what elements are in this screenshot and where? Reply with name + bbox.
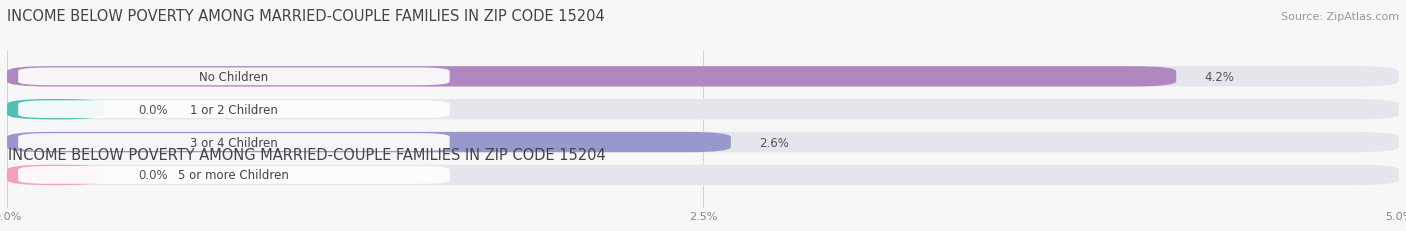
FancyBboxPatch shape [7, 132, 731, 153]
FancyBboxPatch shape [7, 67, 1399, 87]
Text: 3 or 4 Children: 3 or 4 Children [190, 136, 278, 149]
Text: No Children: No Children [200, 70, 269, 83]
Text: INCOME BELOW POVERTY AMONG MARRIED-COUPLE FAMILIES IN ZIP CODE 15204: INCOME BELOW POVERTY AMONG MARRIED-COUPL… [8, 147, 606, 162]
FancyBboxPatch shape [18, 134, 450, 151]
Text: INCOME BELOW POVERTY AMONG MARRIED-COUPLE FAMILIES IN ZIP CODE 15204: INCOME BELOW POVERTY AMONG MARRIED-COUPL… [7, 9, 605, 24]
FancyBboxPatch shape [18, 68, 450, 86]
FancyBboxPatch shape [18, 166, 450, 184]
FancyBboxPatch shape [7, 165, 1399, 185]
Text: 5 or more Children: 5 or more Children [179, 169, 290, 182]
Text: Source: ZipAtlas.com: Source: ZipAtlas.com [1281, 12, 1399, 21]
FancyBboxPatch shape [7, 67, 1177, 87]
Text: 0.0%: 0.0% [138, 169, 167, 182]
Text: 1 or 2 Children: 1 or 2 Children [190, 103, 278, 116]
Text: 0.0%: 0.0% [138, 103, 167, 116]
FancyBboxPatch shape [7, 100, 104, 120]
Text: 4.2%: 4.2% [1204, 70, 1234, 83]
FancyBboxPatch shape [7, 165, 104, 185]
FancyBboxPatch shape [18, 101, 450, 119]
FancyBboxPatch shape [7, 132, 1399, 153]
Text: 2.6%: 2.6% [759, 136, 789, 149]
FancyBboxPatch shape [7, 100, 1399, 120]
